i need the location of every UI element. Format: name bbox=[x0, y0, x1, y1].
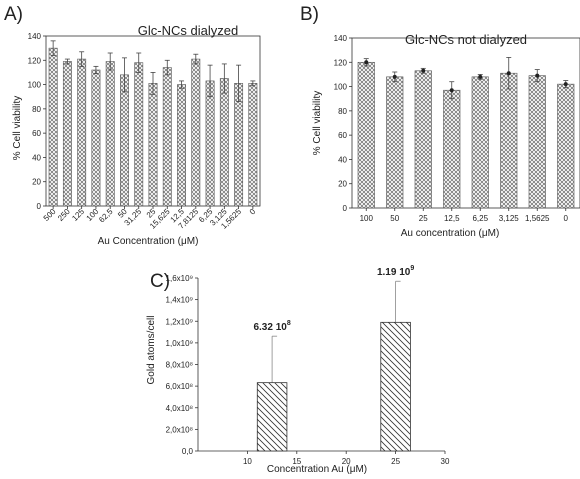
x-tick-label: 10 bbox=[243, 457, 252, 466]
x-tick-label: 50 bbox=[390, 214, 399, 223]
y-tick-label: 0 bbox=[37, 202, 42, 211]
mean-dot bbox=[364, 60, 369, 65]
bar bbox=[134, 62, 144, 207]
x-tick-label: 62,5 bbox=[97, 207, 115, 225]
y-tick-label: 100 bbox=[334, 83, 348, 92]
mean-dot bbox=[506, 71, 511, 76]
x-tick-label: 25 bbox=[419, 214, 428, 223]
bar bbox=[386, 76, 404, 209]
y-tick-label: 0,0 bbox=[182, 447, 194, 456]
bar bbox=[105, 61, 115, 207]
x-tick-label: 30 bbox=[441, 457, 450, 466]
panel-c-letter: C) bbox=[150, 271, 170, 292]
x-tick-label: 500 bbox=[42, 207, 58, 223]
y-tick-label: 60 bbox=[338, 131, 347, 140]
bar bbox=[219, 78, 229, 207]
y-tick-label: 100 bbox=[28, 81, 42, 90]
y-tick-label: 120 bbox=[28, 56, 42, 65]
x-tick-label: 3,125 bbox=[499, 214, 520, 223]
y-tick-label: 6,0x10⁸ bbox=[166, 382, 193, 391]
x-tick-label: 0 bbox=[248, 207, 258, 217]
panel-c-y-axis-label: Gold atoms/cell bbox=[146, 316, 157, 385]
y-tick-label: 1,0x10⁹ bbox=[166, 339, 193, 348]
y-tick-label: 80 bbox=[338, 107, 347, 116]
y-tick-label: 4,0x10⁸ bbox=[166, 404, 193, 413]
bar bbox=[471, 76, 489, 209]
bar bbox=[77, 58, 87, 207]
y-tick-label: 0 bbox=[343, 204, 348, 213]
y-tick-label: 120 bbox=[334, 58, 348, 67]
bar bbox=[177, 84, 186, 207]
plot-frame bbox=[351, 37, 580, 209]
panel-b-x-axis-label: Au concentration (μM) bbox=[401, 228, 500, 239]
x-tick-label: 25 bbox=[391, 457, 400, 466]
x-tick-label: 20 bbox=[342, 457, 351, 466]
bar bbox=[62, 61, 72, 207]
x-tick-label: 100 bbox=[360, 214, 374, 223]
panel-a-chart: A) Glc-NCs dialyzed % Cell viability Au … bbox=[4, 4, 261, 247]
bar bbox=[162, 67, 172, 207]
y-tick-label: 40 bbox=[338, 155, 347, 164]
panel-c-x-axis-label: Concentration Au (μM) bbox=[267, 464, 367, 475]
panel-b-y-axis-label: % Cell viability bbox=[312, 91, 323, 155]
x-tick-label: 31,25 bbox=[123, 207, 144, 228]
y-tick-label: 1,4x10⁹ bbox=[166, 296, 193, 305]
mean-dot bbox=[478, 74, 483, 79]
bar bbox=[528, 75, 546, 209]
panel-a-x-axis-label: Au Concentration (μM) bbox=[98, 236, 199, 247]
y-tick-label: 140 bbox=[28, 32, 42, 41]
y-tick-label: 20 bbox=[338, 180, 347, 189]
x-tick-label: 12,5 bbox=[444, 214, 460, 223]
y-tick-label: 80 bbox=[32, 105, 41, 114]
mean-dot bbox=[535, 73, 540, 78]
value-annotation: 6.32 108 bbox=[253, 320, 290, 333]
panel-a-letter: A) bbox=[4, 4, 23, 25]
bar bbox=[557, 83, 575, 209]
value-annotation: 1.19 109 bbox=[377, 265, 414, 278]
bar bbox=[248, 83, 258, 207]
panel-a-title: Glc-NCs dialyzed bbox=[138, 23, 238, 38]
y-tick-label: 1,6x10⁹ bbox=[166, 274, 193, 283]
panel-b-letter: B) bbox=[300, 4, 319, 25]
bar bbox=[48, 47, 58, 207]
bar bbox=[91, 69, 101, 207]
bar bbox=[500, 72, 518, 209]
bar bbox=[205, 80, 215, 207]
bar bbox=[148, 83, 158, 207]
mean-dot bbox=[449, 88, 454, 93]
x-tick-label: 15 bbox=[292, 457, 301, 466]
y-tick-label: 40 bbox=[32, 153, 41, 162]
y-tick-label: 60 bbox=[32, 129, 41, 138]
panel-c-chart: C) Gold atoms/cell Concentration Au (μM)… bbox=[146, 265, 450, 475]
x-tick-label: 0 bbox=[564, 214, 569, 223]
y-tick-label: 8,0x10⁸ bbox=[166, 361, 193, 370]
y-tick-label: 140 bbox=[334, 34, 348, 43]
y-tick-label: 20 bbox=[32, 178, 41, 187]
mean-dot bbox=[563, 82, 568, 87]
mean-dot bbox=[421, 68, 426, 73]
panel-a-y-axis-label: % Cell viability bbox=[12, 96, 23, 160]
x-tick-label: 1,5625 bbox=[525, 214, 550, 223]
bar bbox=[443, 89, 461, 209]
bar bbox=[120, 74, 129, 207]
bar bbox=[380, 321, 411, 452]
mean-dot bbox=[392, 74, 397, 79]
bar bbox=[256, 382, 288, 452]
x-tick-label: 250 bbox=[56, 207, 72, 223]
x-tick-label: 6,25 bbox=[472, 214, 488, 223]
panel-b-title: Glc-NCs not dialyzed bbox=[405, 32, 527, 47]
bar bbox=[191, 58, 201, 207]
y-tick-label: 2,0x10⁸ bbox=[166, 425, 193, 434]
bar bbox=[357, 61, 375, 209]
panel-b-chart: B) Glc-NCs not dialyzed % Cell viability… bbox=[300, 4, 580, 239]
y-tick-label: 1,2x10⁹ bbox=[166, 317, 193, 326]
x-tick-label: 125 bbox=[70, 207, 86, 223]
bar bbox=[414, 70, 432, 209]
